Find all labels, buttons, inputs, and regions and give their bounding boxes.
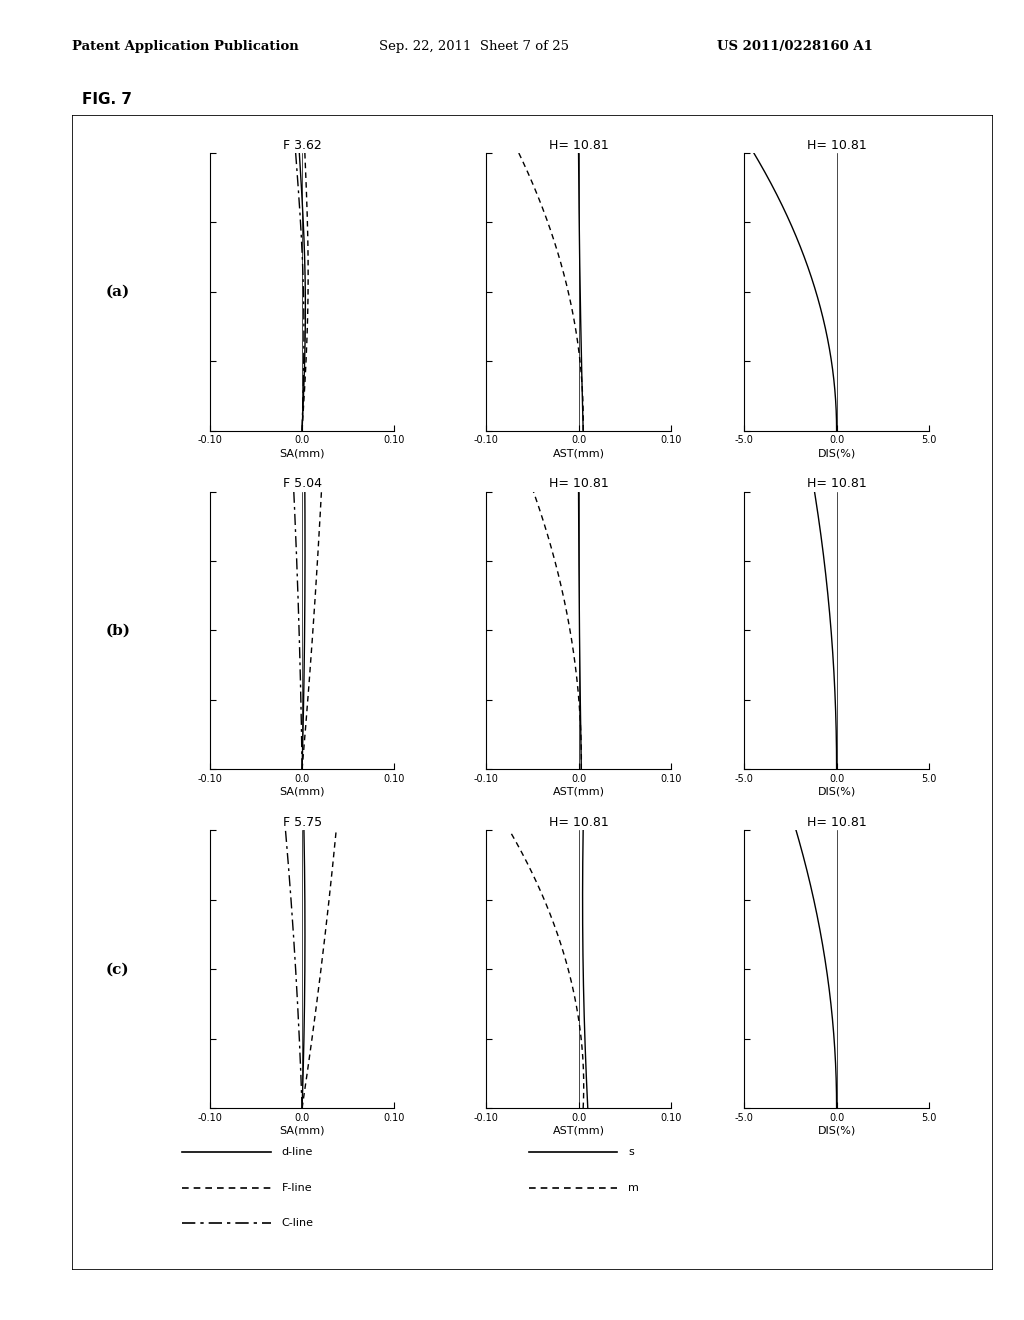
Title: H= 10.81: H= 10.81 [807, 478, 866, 490]
Text: d-line: d-line [282, 1147, 313, 1158]
Text: FIG. 7: FIG. 7 [82, 92, 132, 107]
X-axis label: SA(mm): SA(mm) [280, 1126, 325, 1135]
Title: F 5.04: F 5.04 [283, 478, 322, 490]
Text: C-line: C-line [282, 1218, 313, 1228]
Text: (c): (c) [105, 962, 130, 977]
Title: F 5.75: F 5.75 [283, 816, 322, 829]
Title: H= 10.81: H= 10.81 [549, 139, 608, 152]
Text: (a): (a) [105, 285, 130, 298]
X-axis label: AST(mm): AST(mm) [553, 1126, 604, 1135]
Title: H= 10.81: H= 10.81 [549, 816, 608, 829]
Title: H= 10.81: H= 10.81 [549, 478, 608, 490]
Text: US 2011/0228160 A1: US 2011/0228160 A1 [717, 40, 872, 53]
Title: H= 10.81: H= 10.81 [807, 139, 866, 152]
X-axis label: DIS(%): DIS(%) [817, 1126, 856, 1135]
X-axis label: SA(mm): SA(mm) [280, 787, 325, 797]
Text: s: s [629, 1147, 634, 1158]
Text: Sep. 22, 2011  Sheet 7 of 25: Sep. 22, 2011 Sheet 7 of 25 [379, 40, 569, 53]
Text: F-line: F-line [282, 1183, 312, 1193]
Title: H= 10.81: H= 10.81 [807, 816, 866, 829]
Text: m: m [629, 1183, 639, 1193]
Text: Patent Application Publication: Patent Application Publication [72, 40, 298, 53]
Text: (b): (b) [105, 623, 130, 638]
X-axis label: DIS(%): DIS(%) [817, 787, 856, 797]
Title: F 3.62: F 3.62 [283, 139, 322, 152]
X-axis label: AST(mm): AST(mm) [553, 449, 604, 458]
X-axis label: DIS(%): DIS(%) [817, 449, 856, 458]
X-axis label: SA(mm): SA(mm) [280, 449, 325, 458]
X-axis label: AST(mm): AST(mm) [553, 787, 604, 797]
